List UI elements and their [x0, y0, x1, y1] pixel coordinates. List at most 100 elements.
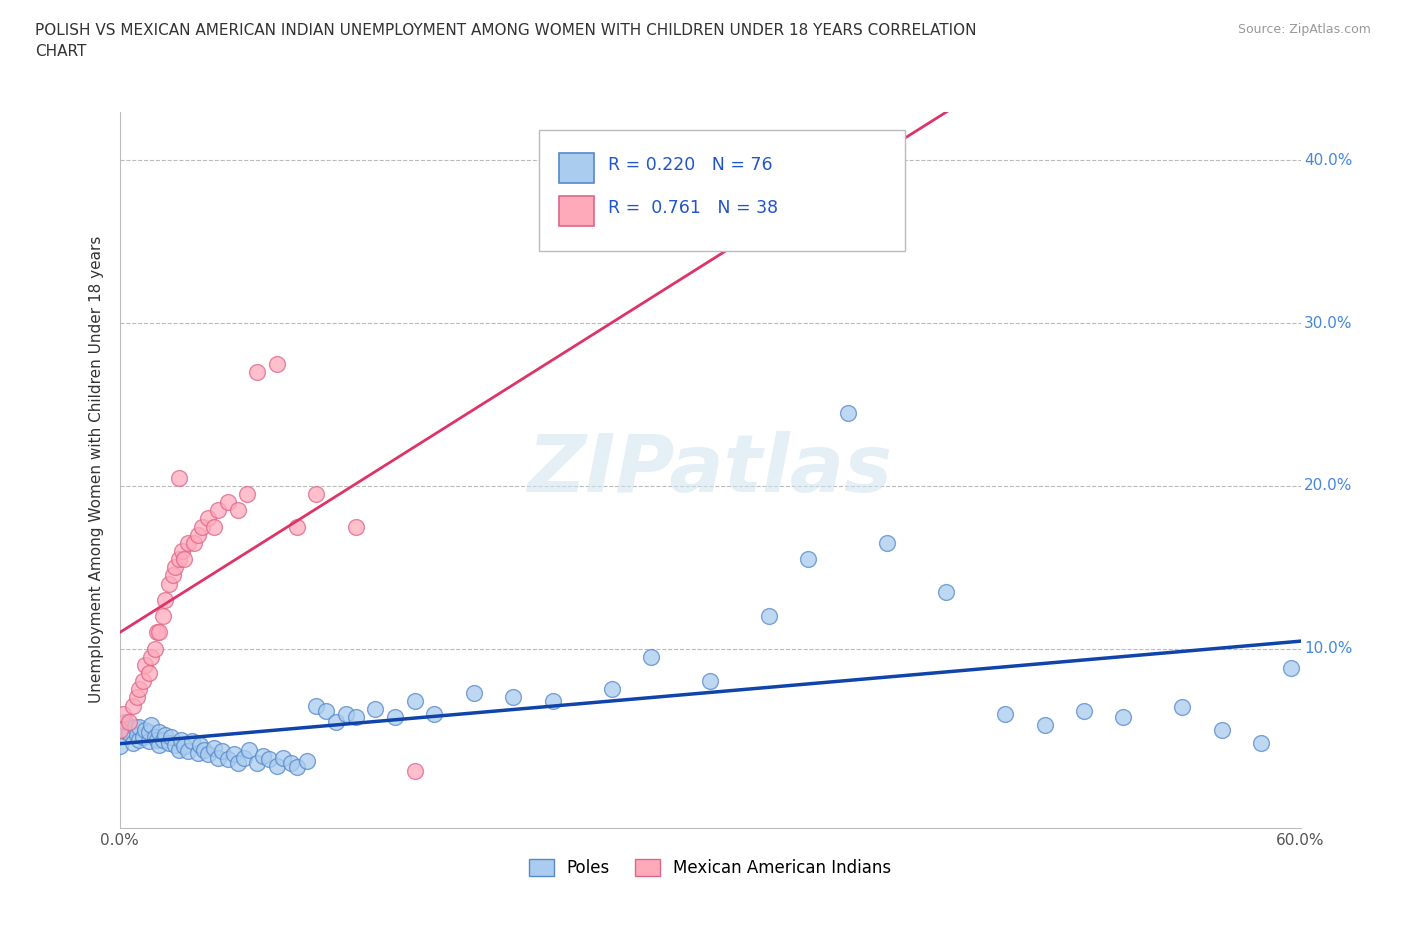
Point	[172, 543, 194, 558]
Point	[188, 737, 211, 752]
Point	[502, 690, 524, 705]
Point	[280, 755, 302, 770]
Point	[226, 503, 249, 518]
Point	[541, 694, 564, 709]
Point	[169, 733, 191, 748]
Point	[797, 551, 820, 566]
Point	[167, 742, 190, 757]
Point	[364, 701, 387, 716]
FancyBboxPatch shape	[538, 129, 905, 251]
Text: 30.0%: 30.0%	[1305, 315, 1353, 331]
Point	[285, 519, 308, 534]
Point	[1033, 718, 1056, 733]
Point	[187, 527, 209, 542]
Point	[128, 733, 150, 748]
Point	[207, 751, 229, 765]
Point	[222, 747, 245, 762]
Y-axis label: Unemployment Among Women with Children Under 18 years: Unemployment Among Women with Children U…	[89, 236, 104, 703]
Point	[162, 568, 184, 583]
Legend: Poles, Mexican American Indians: Poles, Mexican American Indians	[522, 852, 898, 883]
Point	[236, 486, 259, 501]
Point	[112, 707, 135, 722]
Point	[285, 760, 308, 775]
Point	[138, 666, 160, 681]
Point	[143, 642, 166, 657]
Point	[994, 707, 1017, 722]
Point	[191, 519, 214, 534]
Point	[187, 746, 209, 761]
Point	[384, 710, 406, 724]
Point	[266, 356, 288, 371]
Point	[344, 710, 367, 724]
Point	[305, 486, 328, 501]
Point	[226, 755, 249, 770]
Point	[146, 733, 169, 748]
Point	[167, 551, 190, 566]
Point	[134, 723, 156, 737]
Text: Source: ZipAtlas.com: Source: ZipAtlas.com	[1237, 23, 1371, 36]
Point	[118, 714, 141, 729]
Point	[202, 519, 225, 534]
Point	[404, 694, 426, 709]
Point	[167, 471, 190, 485]
Point	[257, 751, 280, 766]
Point	[177, 744, 200, 759]
Point	[128, 720, 150, 735]
Point	[146, 625, 169, 640]
Point	[124, 720, 146, 735]
Point	[232, 751, 254, 765]
Point	[134, 658, 156, 672]
Point	[295, 753, 318, 768]
Text: POLISH VS MEXICAN AMERICAN INDIAN UNEMPLOYMENT AMONG WOMEN WITH CHILDREN UNDER 1: POLISH VS MEXICAN AMERICAN INDIAN UNEMPL…	[35, 23, 977, 60]
Point	[423, 707, 446, 722]
Text: R = 0.220   N = 76: R = 0.220 N = 76	[609, 156, 773, 174]
Point	[132, 729, 155, 744]
Point	[246, 755, 269, 770]
Point	[118, 725, 141, 740]
Point	[152, 609, 174, 624]
Point	[148, 737, 170, 752]
Point	[699, 673, 721, 688]
Point	[876, 536, 898, 551]
Point	[1112, 710, 1135, 724]
Point	[148, 724, 170, 739]
Point	[197, 512, 219, 526]
Point	[315, 703, 337, 718]
Point	[163, 737, 186, 752]
Point	[108, 738, 131, 753]
Point	[1073, 703, 1095, 718]
Point	[217, 495, 239, 510]
Point	[157, 736, 180, 751]
Point	[127, 727, 149, 742]
Point	[305, 698, 328, 713]
Point	[173, 738, 195, 753]
Point	[183, 536, 205, 551]
Point	[207, 503, 229, 518]
Point	[143, 729, 166, 744]
Point	[193, 742, 215, 757]
Point	[177, 536, 200, 551]
Point	[758, 609, 780, 624]
Point	[335, 707, 357, 722]
Point	[252, 749, 274, 764]
Point	[1211, 723, 1233, 737]
Point	[112, 723, 135, 737]
Point	[159, 729, 181, 744]
Point	[246, 365, 269, 379]
Text: 40.0%: 40.0%	[1305, 153, 1353, 168]
Point	[139, 649, 162, 664]
Point	[325, 714, 347, 729]
Point	[935, 584, 957, 599]
Point	[152, 733, 174, 748]
Point	[153, 727, 176, 742]
Point	[148, 625, 170, 640]
Point	[1171, 700, 1194, 715]
Point	[139, 718, 162, 733]
Point	[181, 734, 204, 749]
Point	[153, 592, 176, 607]
Point	[138, 724, 160, 739]
Point	[600, 682, 623, 697]
Point	[217, 751, 239, 766]
Point	[202, 740, 225, 755]
Point	[463, 685, 485, 700]
